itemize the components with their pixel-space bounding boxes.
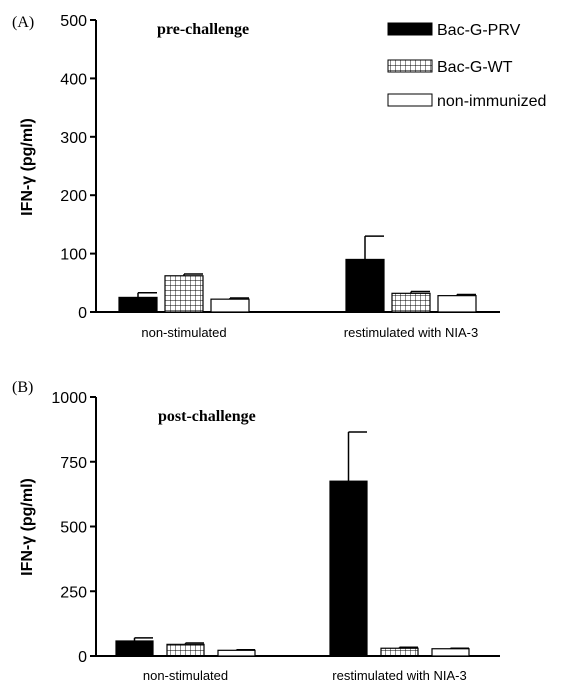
panel-a-y-tick-label: 200 [60, 188, 87, 205]
panel-b-bar-bac-g-wt-restimulated-with-nia-3 [380, 647, 419, 657]
legend-label-bac-g-prv: Bac-G-PRV [437, 22, 521, 39]
panel-b-category-label-non-stimulated: non-stimulated [143, 668, 228, 682]
panel-b-y-tick-label: 0 [78, 649, 87, 666]
panel-b-chart: 0 250 500 750 1000 non-stimulated restimulated… [51, 390, 500, 682]
legend-label-non-immunized: non-immunized [437, 93, 546, 110]
panel-b-title: post-challenge [158, 408, 256, 425]
legend-swatch-bac-g-prv [387, 22, 433, 36]
panel-a-bar-bac-g-wt-restimulated-with-nia-3 [391, 292, 431, 313]
panel-a-y-tick-label: 300 [60, 130, 87, 147]
panel-a-chart: 0 100 200 300 400 500 non-stimulated restimulat… [60, 13, 500, 340]
panel-b-y-tick-label: 750 [60, 455, 87, 472]
panel-label-a: (A) [12, 14, 34, 31]
legend-swatch-non-immunized [387, 93, 433, 107]
panel-b-bar-non-immunized-non-stimulated [217, 649, 256, 657]
panel-b-ylabel: IFN-γ (pg/ml) [19, 478, 36, 576]
panel-b-bar-bac-g-prv-non-stimulated [115, 640, 154, 657]
panel-a-y-tick-label: 0 [78, 305, 87, 322]
panel-a-bar-bac-g-prv-non-stimulated [118, 296, 158, 313]
panel-a-bar-bac-g-prv-restimulated-with-nia-3 [345, 258, 385, 313]
panel-b-bar-non-immunized-restimulated-with-nia-3 [431, 648, 470, 657]
panel-a-y-tick-label: 400 [60, 71, 87, 88]
panel-a-ylabel: IFN-γ (pg/ml) [19, 118, 36, 216]
panel-a-y-tick-label: 500 [60, 13, 87, 30]
legend-label-bac-g-wt: Bac-G-WT [437, 59, 513, 76]
panel-b-y-tick-label: 250 [60, 584, 87, 601]
panel-b-category-label-restimulated-with-nia-3: restimulated with NIA-3 [332, 668, 466, 682]
legend: Bac-G-PRV Bac-G-WT non-immunized [387, 22, 546, 110]
panel-b-bar-bac-g-wt-non-stimulated [166, 643, 205, 657]
panel-b-y-tick-label: 500 [60, 520, 87, 537]
panel-a-category-label-non-stimulated: non-stimulated [141, 325, 226, 340]
panel-a-category-label-restimulated-with-nia-3: restimulated with NIA-3 [344, 325, 478, 340]
panel-b-y-tick-label: 1000 [51, 390, 87, 407]
panel-a-y-tick-label: 100 [60, 247, 87, 264]
panel-b-bar-bac-g-prv-restimulated-with-nia-3 [329, 480, 368, 657]
panel-a-bar-non-immunized-restimulated-with-nia-3 [437, 295, 477, 313]
panel-label-b: (B) [12, 379, 33, 396]
panel-a-bar-bac-g-wt-non-stimulated [164, 275, 204, 313]
panel-a-title: pre-challenge [157, 21, 249, 38]
legend-swatch-bac-g-wt [387, 59, 433, 73]
panel-a-bar-non-immunized-non-stimulated [210, 298, 250, 313]
